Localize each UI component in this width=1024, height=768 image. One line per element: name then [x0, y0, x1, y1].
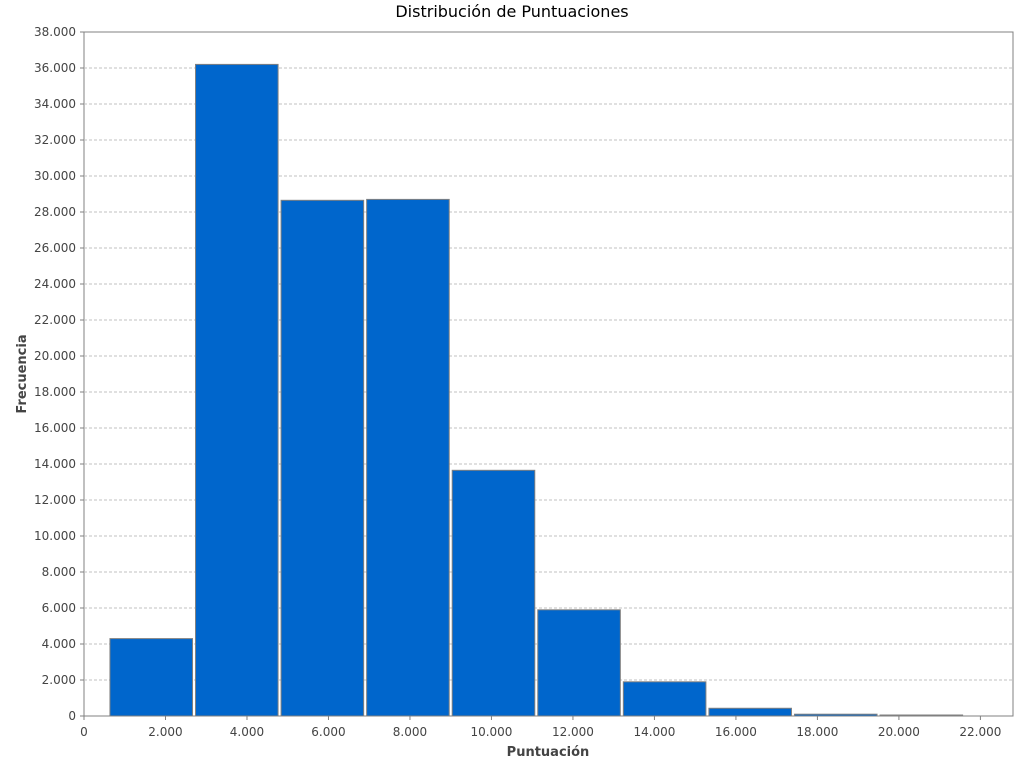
x-tick-label: 10.000 — [470, 725, 512, 739]
y-tick-label: 12.000 — [34, 493, 76, 507]
y-tick-label: 0 — [68, 709, 76, 723]
y-tick-label: 4.000 — [42, 637, 76, 651]
y-tick-label: 10.000 — [34, 529, 76, 543]
histogram-bar — [195, 63, 279, 717]
y-tick-label: 28.000 — [34, 205, 76, 219]
x-tick-label: 0 — [80, 725, 88, 739]
y-tick-label: 20.000 — [34, 349, 76, 363]
y-tick-label: 26.000 — [34, 241, 76, 255]
histogram-bar — [622, 681, 707, 717]
bars-layer — [109, 63, 964, 717]
x-tick-label: 12.000 — [552, 725, 594, 739]
y-tick-label: 34.000 — [34, 97, 76, 111]
histogram-bar — [708, 707, 792, 717]
y-axis-label: Frecuencia — [15, 334, 30, 413]
histogram-bar — [793, 713, 878, 717]
y-tick-label: 14.000 — [34, 457, 76, 471]
x-tick-label: 20.000 — [878, 725, 920, 739]
x-tick-label: 4.000 — [230, 725, 264, 739]
histogram-bar — [537, 609, 621, 717]
x-tick-label: 14.000 — [633, 725, 675, 739]
histogram-bar — [451, 469, 536, 717]
y-tick-label: 24.000 — [34, 277, 76, 291]
y-tick-label: 8.000 — [42, 565, 76, 579]
x-tick-label: 6.000 — [311, 725, 345, 739]
y-axis: 0 2.000 4.000 6.000 8.000 10.000 12.000 14.000 1… — [34, 25, 84, 723]
x-axis-label: Puntuación — [507, 745, 590, 760]
x-tick-label: 16.000 — [715, 725, 757, 739]
y-tick-label: 36.000 — [34, 61, 76, 75]
histogram-bar — [879, 714, 964, 717]
histogram-bar — [109, 638, 194, 717]
y-tick-label: 18.000 — [34, 385, 76, 399]
y-tick-label: 30.000 — [34, 169, 76, 183]
x-tick-label: 2.000 — [148, 725, 182, 739]
y-tick-label: 38.000 — [34, 25, 76, 39]
x-tick-label: 18.000 — [796, 725, 838, 739]
y-tick-label: 16.000 — [34, 421, 76, 435]
y-tick-label: 2.000 — [42, 673, 76, 687]
y-tick-label: 32.000 — [34, 133, 76, 147]
histogram-bar — [280, 199, 365, 717]
x-tick-label: 8.000 — [393, 725, 427, 739]
x-tick-label: 22.000 — [959, 725, 1001, 739]
chart-title: Distribución de Puntuaciones — [395, 2, 628, 21]
y-tick-label: 6.000 — [42, 601, 76, 615]
histogram-bar — [366, 198, 450, 717]
x-axis: 0 2.000 4.000 6.000 8.000 10.000 12.000 14.000 1… — [80, 716, 1001, 739]
y-tick-label: 22.000 — [34, 313, 76, 327]
